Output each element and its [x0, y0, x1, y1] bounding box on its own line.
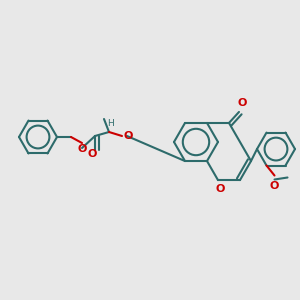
Text: O: O [123, 131, 132, 141]
Text: O: O [237, 98, 247, 108]
Text: O: O [87, 149, 97, 159]
Text: O: O [77, 144, 87, 154]
Text: O: O [215, 184, 225, 194]
Text: O: O [270, 181, 279, 190]
Text: H: H [106, 119, 113, 128]
